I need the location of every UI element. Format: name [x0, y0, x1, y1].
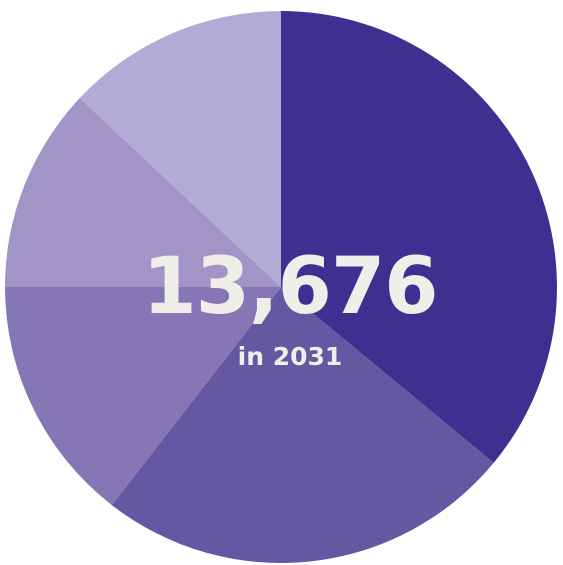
center-year-label: in 2031	[238, 342, 343, 371]
center-total-value: 13,676	[143, 242, 438, 332]
